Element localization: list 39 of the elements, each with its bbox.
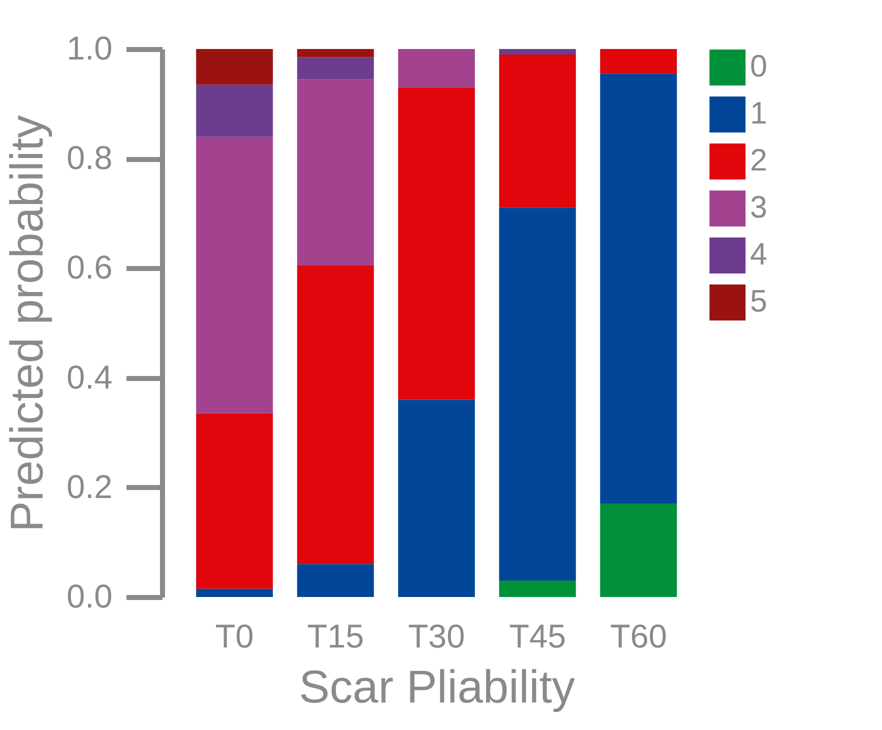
bar [398,49,475,88]
bar [297,57,374,80]
bar [196,49,273,85]
bar [398,400,475,597]
bar [196,84,273,137]
y-tick-label: 0.0 [66,578,112,614]
y-tick-label: 0.2 [66,468,112,505]
bar [499,54,576,208]
legend-label: 4 [750,236,768,272]
bar [600,49,677,74]
bar [297,49,374,58]
bar [398,87,475,400]
bar [600,504,677,597]
bar [196,588,273,597]
legend-label: 5 [750,284,768,318]
y-tick-label: 1.0 [66,30,112,66]
legend-label: 1 [750,96,768,130]
y-tick-label: 0.8 [66,139,112,176]
y-tick-label: 0.6 [66,248,112,286]
bar [297,265,374,564]
x-tick-label: T45 [509,618,566,654]
y-tick-label: 0.4 [66,358,112,396]
bar [499,580,576,597]
bar [600,74,677,504]
x-tick-label: T15 [307,618,364,654]
y-axis-title: Predicted probability [0,115,53,532]
legend-label: 3 [750,190,768,224]
bar [196,413,273,589]
x-tick-label: T30 [408,618,465,654]
bar [196,136,273,414]
x-tick-label: T0 [215,618,254,654]
bar [297,564,374,597]
bar [297,79,374,266]
bar [499,208,576,581]
legend-label: 0 [750,48,768,84]
bar [499,49,576,54]
x-axis-title: Scar Pliability [298,660,576,712]
x-tick-label: T60 [610,618,667,654]
legend-label: 2 [750,142,768,178]
